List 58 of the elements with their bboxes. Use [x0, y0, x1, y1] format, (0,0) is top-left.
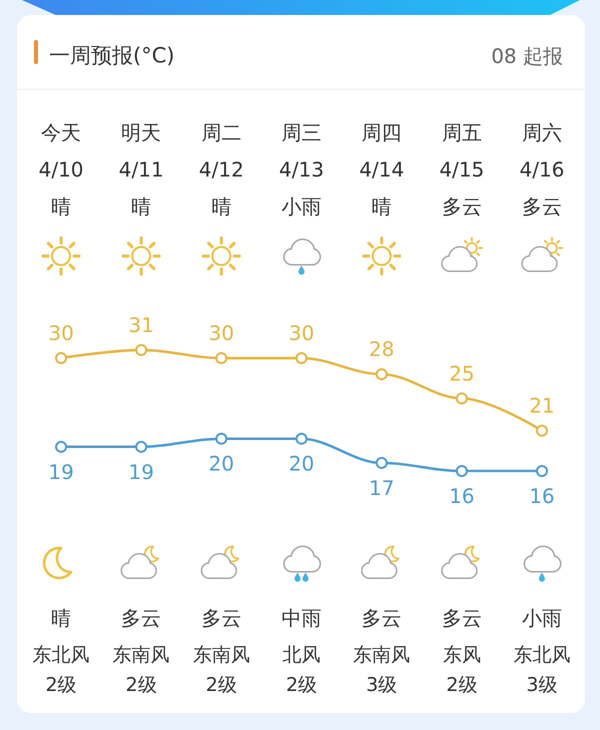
data-label: 30 [48, 321, 74, 346]
data-label: 25 [449, 361, 475, 386]
data-label: 20 [208, 452, 234, 476]
data-label: 19 [48, 460, 74, 484]
x-tick-label: 周六 4/16 多云 [519, 120, 564, 218]
text: 中雨 [282, 606, 322, 630]
text: 东南风 [112, 644, 170, 666]
point [55, 352, 68, 364]
data-label: 17 [368, 476, 394, 500]
chart-subtitle: 08 起报 [491, 44, 564, 68]
text: 晴 [51, 606, 72, 630]
point [456, 392, 468, 404]
point [135, 344, 148, 356]
point [296, 352, 308, 364]
text: 东北风 [513, 644, 570, 666]
data-label: 28 [368, 337, 394, 362]
data-label: 16 [529, 484, 555, 508]
data-label: 19 [128, 460, 154, 484]
data-label: 30 [208, 321, 234, 346]
x-tick-label: 明天 4/11 晴 [118, 120, 164, 218]
point [536, 424, 548, 437]
point [296, 432, 308, 445]
text: 多云 [201, 606, 242, 630]
x-tick-label: 今天 4/10 晴 [38, 120, 84, 218]
x-tick-label: 周二 4/12 晴 [198, 120, 244, 218]
text: 2级 [126, 674, 157, 696]
text: 2级 [446, 674, 478, 696]
text: 2级 [286, 674, 318, 696]
text: 东南风 [353, 644, 410, 666]
x-tick-label: 周四 4/14 晴 [359, 120, 404, 218]
text: 2级 [46, 674, 77, 696]
text: 3级 [366, 674, 398, 696]
point [376, 456, 388, 469]
text: 多云 [362, 606, 402, 630]
chart-title: 一周预报(°C) [49, 44, 175, 68]
point [55, 440, 68, 453]
point [456, 465, 468, 477]
point [376, 368, 388, 380]
data-label: 30 [288, 321, 314, 346]
x-tick-label: 周三 4/13 小雨 [279, 120, 324, 218]
data-label: 21 [529, 394, 555, 418]
text: 3级 [526, 674, 558, 696]
data-label: 20 [288, 452, 314, 476]
text: 东南风 [192, 644, 250, 666]
text: 小雨 [522, 606, 562, 630]
point [536, 465, 548, 477]
point [215, 432, 228, 445]
point [135, 440, 148, 453]
point [215, 352, 228, 364]
x-tick-label: 周五 4/15 多云 [439, 120, 484, 218]
text: 北风 [282, 644, 320, 666]
text: 多云 [121, 606, 162, 630]
text: 2级 [206, 674, 237, 696]
text: 东北风 [32, 644, 90, 666]
text: 东风 [442, 644, 481, 666]
text: 多云 [442, 606, 482, 630]
data-label: 16 [449, 484, 475, 508]
data-label: 31 [128, 313, 154, 337]
